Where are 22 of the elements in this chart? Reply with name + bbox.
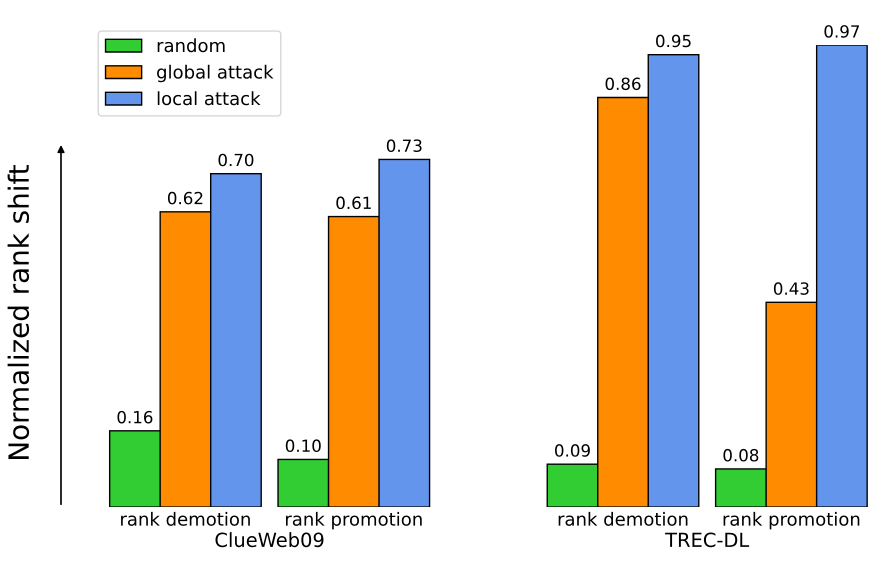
x-tick-label: rank promotion	[724, 512, 860, 530]
x-tick-label: rank promotion	[286, 512, 422, 530]
x-axis-title: ClueWeb09	[216, 532, 324, 548]
data-label: 0.61	[336, 196, 371, 210]
legend-label: random	[158, 38, 225, 52]
data-label: 0.16	[117, 410, 152, 424]
x-axis-title: TREC-DL	[665, 532, 750, 548]
y-axis-title: Normalized rank shift	[8, 165, 30, 459]
x-tick-label: rank demotion	[558, 512, 688, 526]
data-label: 0.10	[286, 439, 321, 452]
x-tick-label: rank demotion	[121, 512, 250, 526]
data-label: 0.43	[774, 282, 809, 295]
legend-label: global attack	[157, 64, 274, 82]
data-label: 0.08	[723, 448, 758, 462]
data-label: 0.70	[218, 154, 254, 166]
data-label: 0.09	[555, 444, 590, 457]
legend-label: local attack	[158, 91, 261, 106]
data-label: 0.97	[824, 25, 860, 38]
data-label: 0.73	[386, 139, 422, 152]
data-label: 0.95	[656, 34, 691, 48]
data-label: 0.86	[606, 78, 641, 90]
data-label: 0.62	[168, 192, 202, 204]
